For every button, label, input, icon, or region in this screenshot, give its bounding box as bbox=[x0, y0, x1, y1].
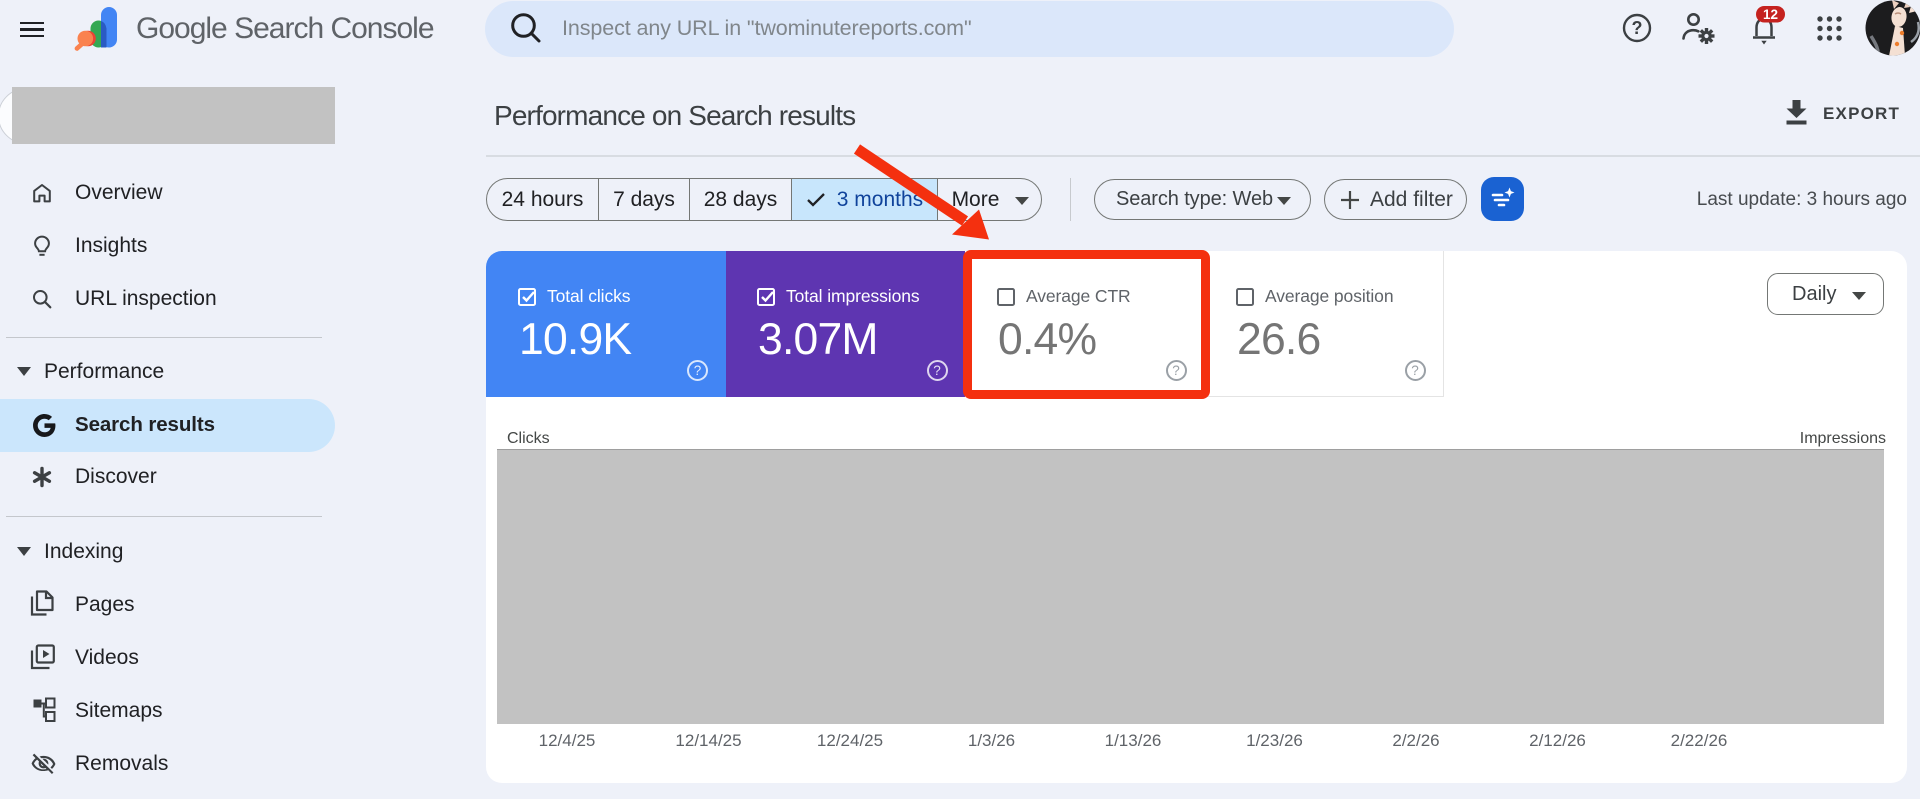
svg-text:12: 12 bbox=[1763, 7, 1778, 22]
